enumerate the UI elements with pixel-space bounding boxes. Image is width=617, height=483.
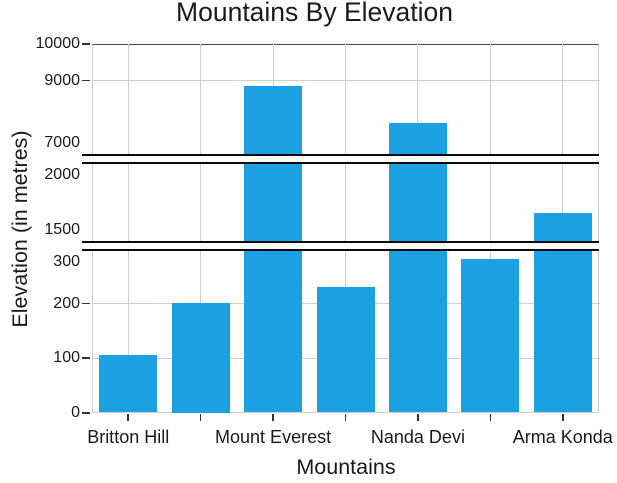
x-tick-mark: [417, 413, 419, 421]
axis-break-band: [82, 240, 599, 252]
x-tick-label: Arma Konda: [512, 427, 613, 447]
vertical-gridline: [345, 43, 346, 413]
x-tick-label: Britton Hill: [87, 427, 170, 447]
x-tick-mark: [489, 413, 492, 421]
vertical-gridline: [200, 43, 202, 413]
y-tick-label: 9000: [44, 71, 80, 89]
x-tick-label: Mount Everest: [215, 427, 332, 447]
x-tick-mark: [272, 413, 274, 421]
bar: [388, 123, 447, 413]
vertical-gridline: [489, 43, 491, 413]
y-tick-label: 300: [53, 252, 80, 270]
y-tick-label: 100: [53, 349, 80, 367]
x-tick-mark: [344, 413, 347, 421]
y-tick-label: 7000: [44, 133, 80, 151]
x-tick-label: Nanda Devi: [370, 427, 465, 447]
y-tick-label: 10000: [35, 35, 81, 52]
y-tick-mark: [82, 357, 90, 360]
x-axis-title: Mountains: [296, 455, 396, 479]
horizontal-gridline: [93, 80, 600, 82]
bar: [99, 355, 158, 413]
y-tick-mark: [82, 43, 90, 45]
x-tick-mark: [127, 413, 129, 421]
vertical-gridline: [127, 43, 129, 413]
y-tick-label: 200: [53, 294, 80, 312]
axis-break-band: [82, 154, 599, 165]
plot-area: [92, 43, 600, 413]
y-tick-label: 2000: [44, 165, 80, 183]
y-tick-mark: [82, 412, 90, 414]
bar: [316, 286, 375, 413]
x-tick-mark: [561, 413, 564, 421]
bar: [171, 303, 230, 413]
y-tick-label: 1500: [44, 221, 80, 239]
y-tick-label: 0: [71, 404, 80, 421]
x-tick-mark: [199, 413, 202, 421]
chart-title: Mountains By Elevation: [176, 0, 453, 27]
y-tick-mark: [82, 79, 90, 82]
y-tick-mark: [82, 302, 90, 305]
bar: [461, 259, 520, 413]
